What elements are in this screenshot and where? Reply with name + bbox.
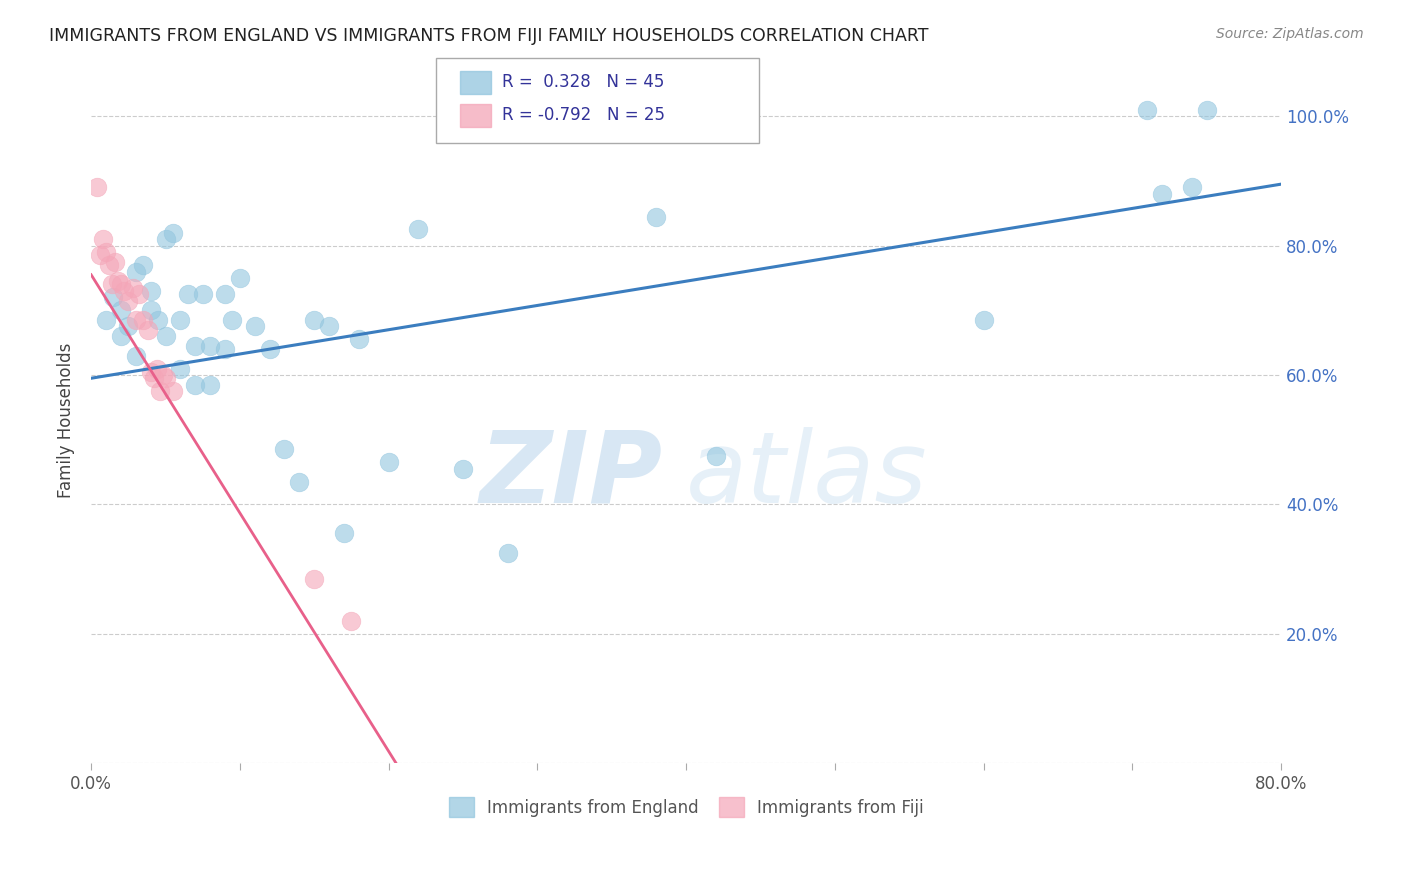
Point [117,293,139,308]
Point [243,319,266,334]
Point [155,232,177,246]
Point [112,284,135,298]
Point [155,371,177,385]
Point [1150,186,1173,201]
Point [101,277,124,292]
Point [110,277,132,292]
Point [139,284,162,298]
Point [139,365,162,379]
Point [496,546,519,560]
Point [184,339,207,353]
Legend: Immigrants from England, Immigrants from Fiji: Immigrants from England, Immigrants from… [441,791,931,823]
Point [110,303,132,318]
Point [198,377,221,392]
Text: Source: ZipAtlas.com: Source: ZipAtlas.com [1216,27,1364,41]
Point [191,287,214,301]
Point [704,449,727,463]
Point [273,442,295,457]
Point [162,384,184,399]
Point [340,614,363,628]
Point [214,287,236,301]
Point [136,323,159,337]
Point [125,264,148,278]
Point [302,313,325,327]
Point [142,371,165,385]
Point [973,313,995,327]
Y-axis label: Family Households: Family Households [58,343,75,498]
Point [408,222,430,236]
Point [89,248,111,262]
Point [1181,180,1204,194]
Point [177,287,200,301]
Point [91,232,114,246]
Point [152,368,174,382]
Point [94,313,117,327]
Point [104,254,127,268]
Point [259,342,281,356]
Point [128,287,150,301]
Point [302,572,325,586]
Point [103,290,125,304]
Point [377,455,399,469]
Point [148,384,170,399]
Point [94,245,117,260]
Point [333,526,356,541]
Point [132,258,155,272]
Point [125,349,148,363]
Point [318,319,340,334]
Point [221,313,243,327]
Text: R = -0.792   N = 25: R = -0.792 N = 25 [502,106,665,124]
Point [288,475,311,489]
Text: atlas: atlas [686,426,928,524]
Text: IMMIGRANTS FROM ENGLAND VS IMMIGRANTS FROM FIJI FAMILY HOUSEHOLDS CORRELATION CH: IMMIGRANTS FROM ENGLAND VS IMMIGRANTS FR… [49,27,929,45]
Point [451,462,474,476]
Point [146,313,169,327]
Point [198,339,221,353]
Point [121,281,143,295]
Text: R =  0.328   N = 45: R = 0.328 N = 45 [502,73,664,91]
Point [107,274,129,288]
Point [145,361,167,376]
Point [169,361,191,376]
Point [229,271,252,285]
Point [645,210,668,224]
Point [1136,103,1159,117]
Text: ZIP: ZIP [479,426,662,524]
Point [139,303,162,318]
Point [347,333,370,347]
Point [117,319,139,334]
Point [155,329,177,343]
Point [98,258,121,272]
Point [169,313,191,327]
Point [86,180,108,194]
Point [132,313,155,327]
Point [162,226,184,240]
Point [110,329,132,343]
Point [1195,103,1218,117]
Point [214,342,236,356]
Point [184,377,207,392]
Point [125,313,148,327]
